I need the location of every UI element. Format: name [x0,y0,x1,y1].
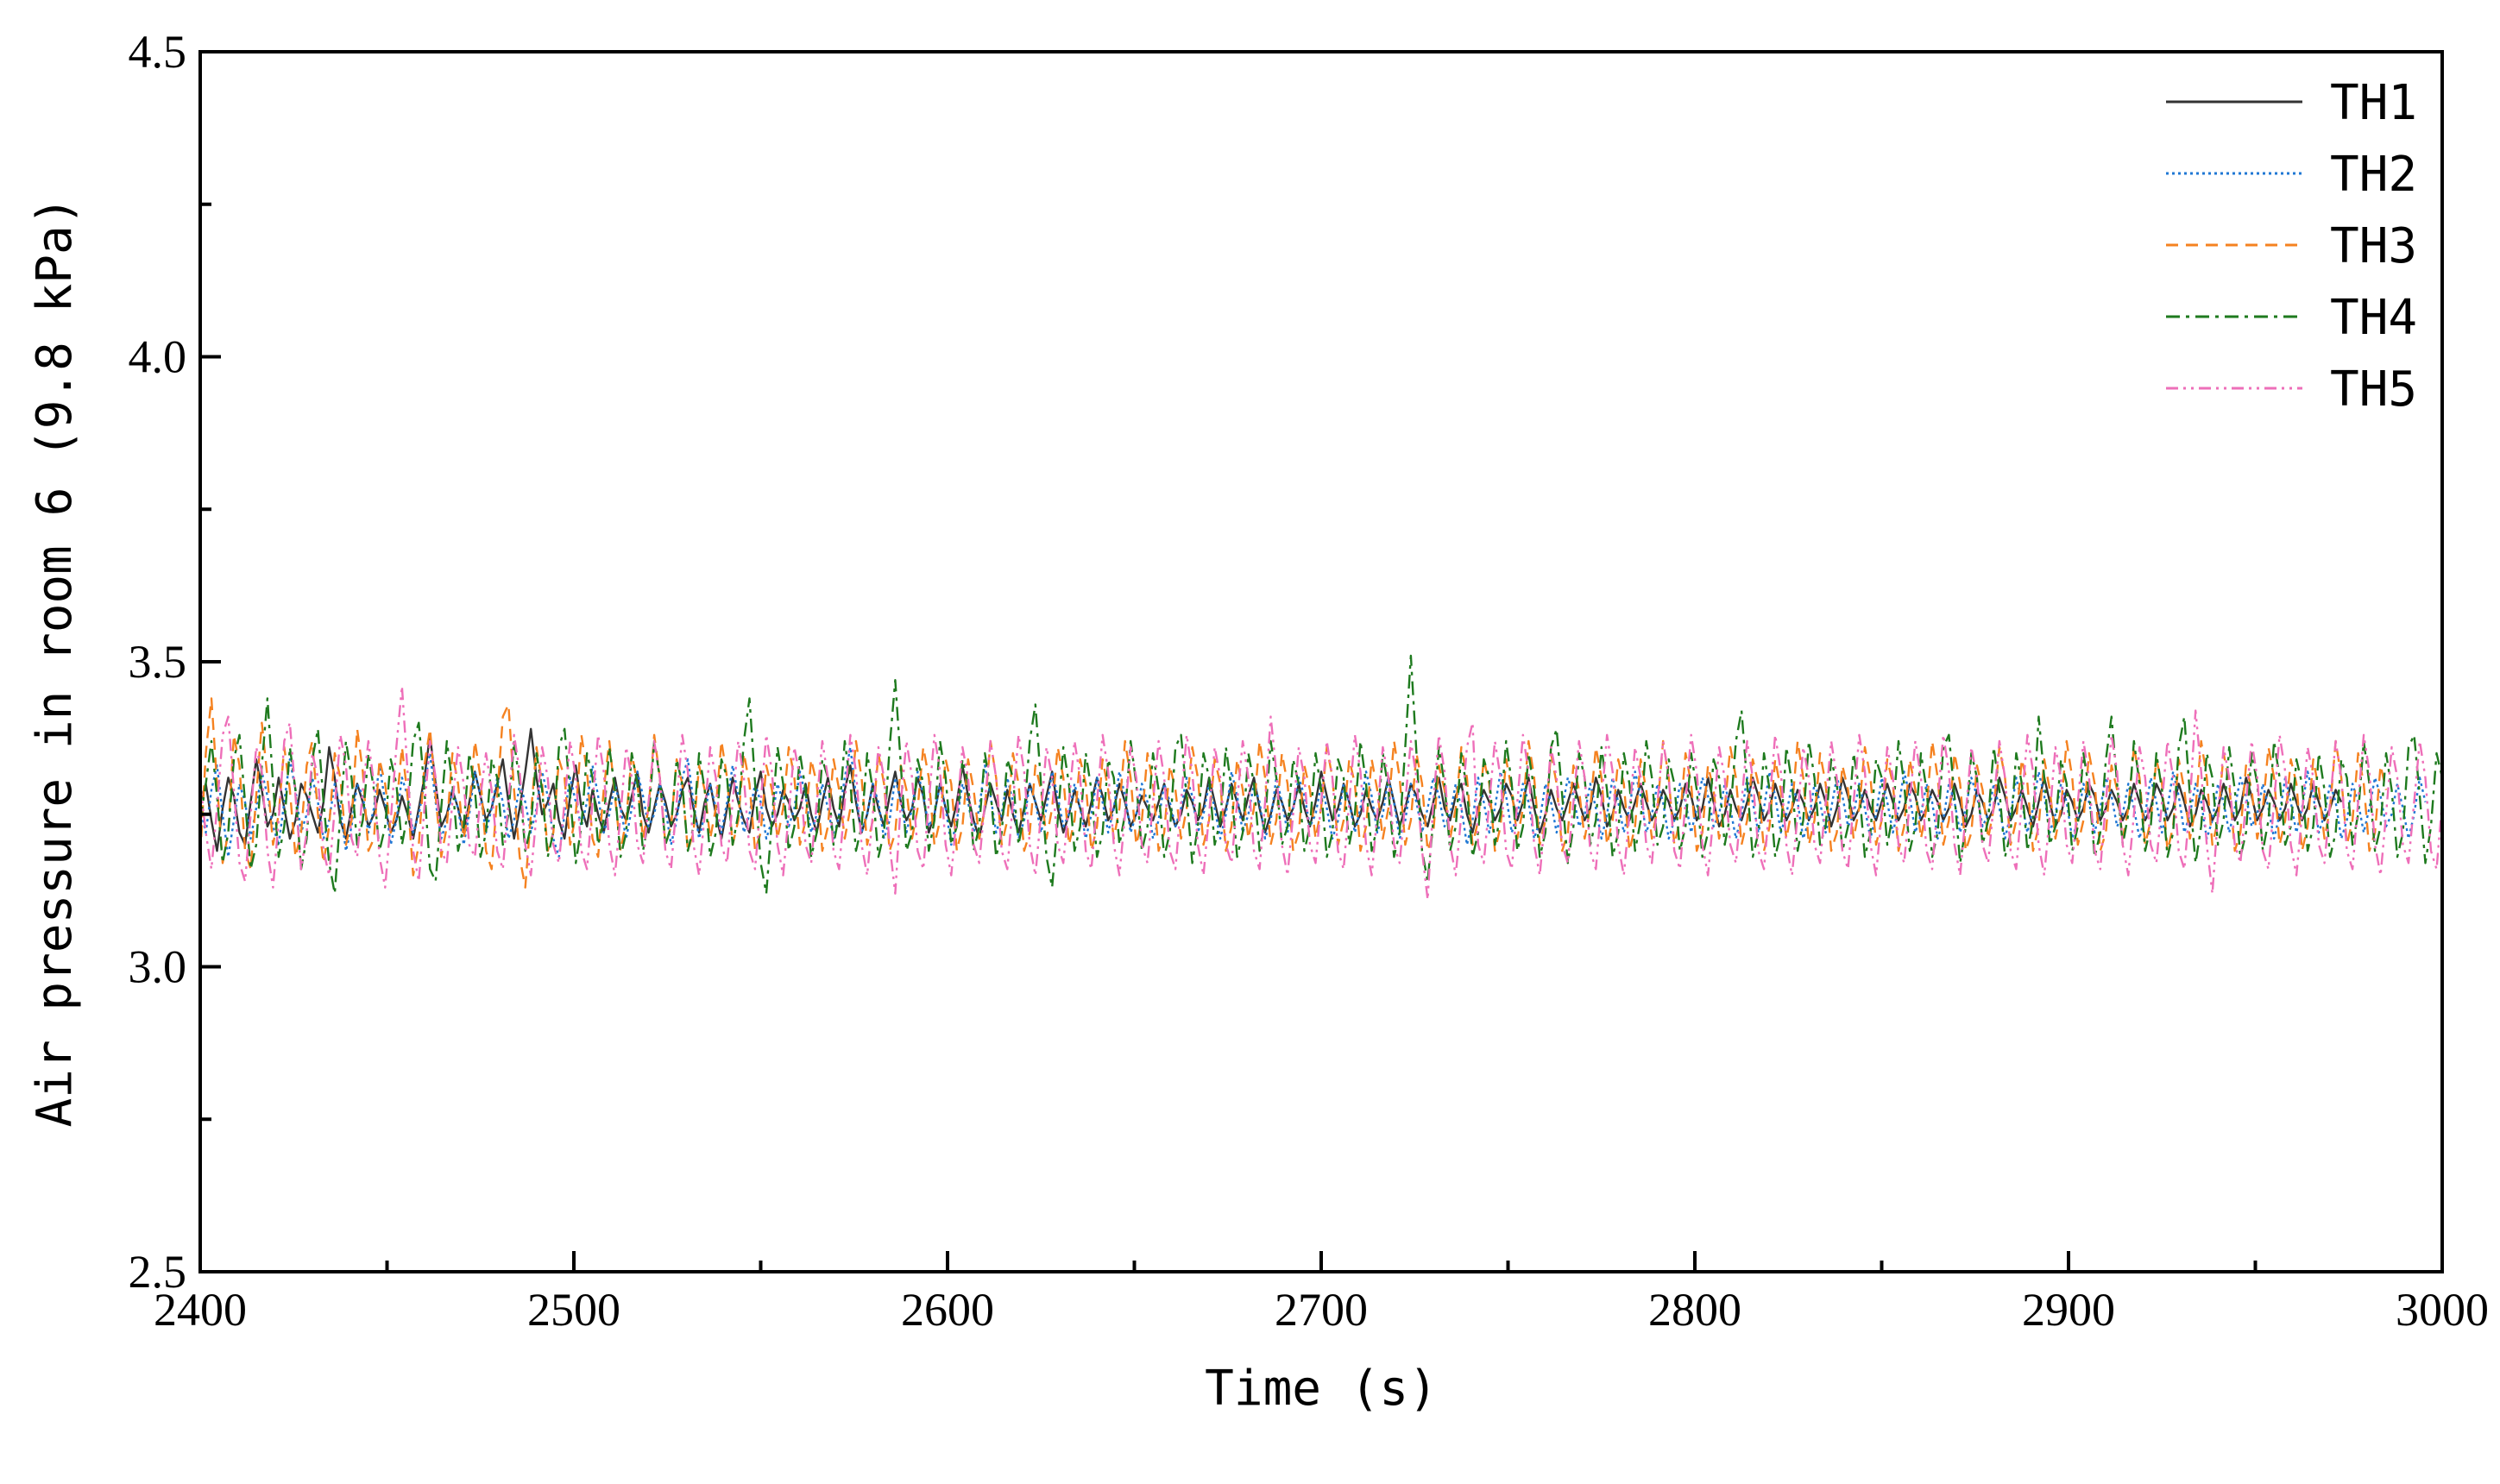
y-tick-label: 3.0 [129,941,187,993]
x-tick-label: 2900 [2022,1284,2115,1336]
x-axis-title: Time (s) [1205,1361,1438,1417]
x-tick-label: 2500 [527,1284,620,1336]
x-tick-label: 2600 [901,1284,994,1336]
legend-label-th4: TH4 [2330,290,2417,346]
x-tick-label: 3000 [2396,1284,2489,1336]
x-tick-label: 2700 [1275,1284,1368,1336]
y-tick-label: 2.5 [129,1246,187,1298]
series-line-th4 [200,654,2442,895]
series-line-th2 [200,745,2427,858]
y-tick-label: 4.5 [129,26,187,78]
legend: TH1 TH2 TH3 TH4 TH5 [2166,75,2417,418]
legend-label-th2: TH2 [2330,147,2417,203]
legend-label-th3: TH3 [2330,218,2417,274]
series-layer [200,654,2442,901]
x-axis: 2400 2500 2600 2700 2800 2900 3000 [154,1251,2489,1336]
legend-label-th1: TH1 [2330,75,2417,131]
y-tick-label: 4.0 [129,331,187,383]
x-tick-label: 2400 [154,1284,247,1336]
y-tick-label: 3.5 [129,636,187,688]
y-axis-title: Air pressure in room 6 (9.8 kPa) [27,197,83,1128]
series-line-th3 [200,697,2388,889]
legend-label-th5: TH5 [2330,362,2417,418]
x-tick-label: 2800 [1648,1284,1741,1336]
y-axis: 2.5 3.0 3.5 4.0 4.5 [129,26,221,1298]
